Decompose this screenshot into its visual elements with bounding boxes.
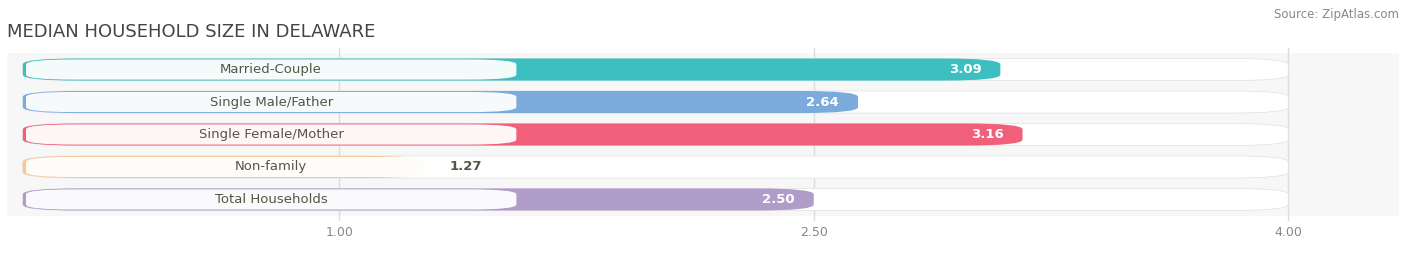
FancyBboxPatch shape <box>22 156 425 178</box>
FancyBboxPatch shape <box>7 86 1399 118</box>
Text: 3.16: 3.16 <box>970 128 1004 141</box>
Text: 2.50: 2.50 <box>762 193 794 206</box>
FancyBboxPatch shape <box>27 92 516 112</box>
Text: Single Male/Father: Single Male/Father <box>209 95 333 108</box>
FancyBboxPatch shape <box>7 183 1399 216</box>
FancyBboxPatch shape <box>22 91 1288 113</box>
Text: Source: ZipAtlas.com: Source: ZipAtlas.com <box>1274 8 1399 21</box>
FancyBboxPatch shape <box>27 125 516 144</box>
FancyBboxPatch shape <box>22 156 1288 178</box>
Text: 3.09: 3.09 <box>949 63 981 76</box>
FancyBboxPatch shape <box>27 59 516 80</box>
FancyBboxPatch shape <box>7 53 1399 86</box>
Text: 1.27: 1.27 <box>450 161 482 174</box>
FancyBboxPatch shape <box>7 151 1399 183</box>
FancyBboxPatch shape <box>22 58 1288 81</box>
Text: 2.64: 2.64 <box>806 95 839 108</box>
Text: Single Female/Mother: Single Female/Mother <box>198 128 343 141</box>
FancyBboxPatch shape <box>27 189 516 210</box>
FancyBboxPatch shape <box>7 118 1399 151</box>
Text: Married-Couple: Married-Couple <box>221 63 322 76</box>
FancyBboxPatch shape <box>22 91 858 113</box>
FancyBboxPatch shape <box>22 123 1022 146</box>
FancyBboxPatch shape <box>22 123 1288 146</box>
Text: Total Households: Total Households <box>215 193 328 206</box>
FancyBboxPatch shape <box>22 58 1001 81</box>
FancyBboxPatch shape <box>22 188 1288 211</box>
FancyBboxPatch shape <box>22 188 814 211</box>
Text: Non-family: Non-family <box>235 161 308 174</box>
FancyBboxPatch shape <box>27 157 516 177</box>
Text: MEDIAN HOUSEHOLD SIZE IN DELAWARE: MEDIAN HOUSEHOLD SIZE IN DELAWARE <box>7 23 375 41</box>
